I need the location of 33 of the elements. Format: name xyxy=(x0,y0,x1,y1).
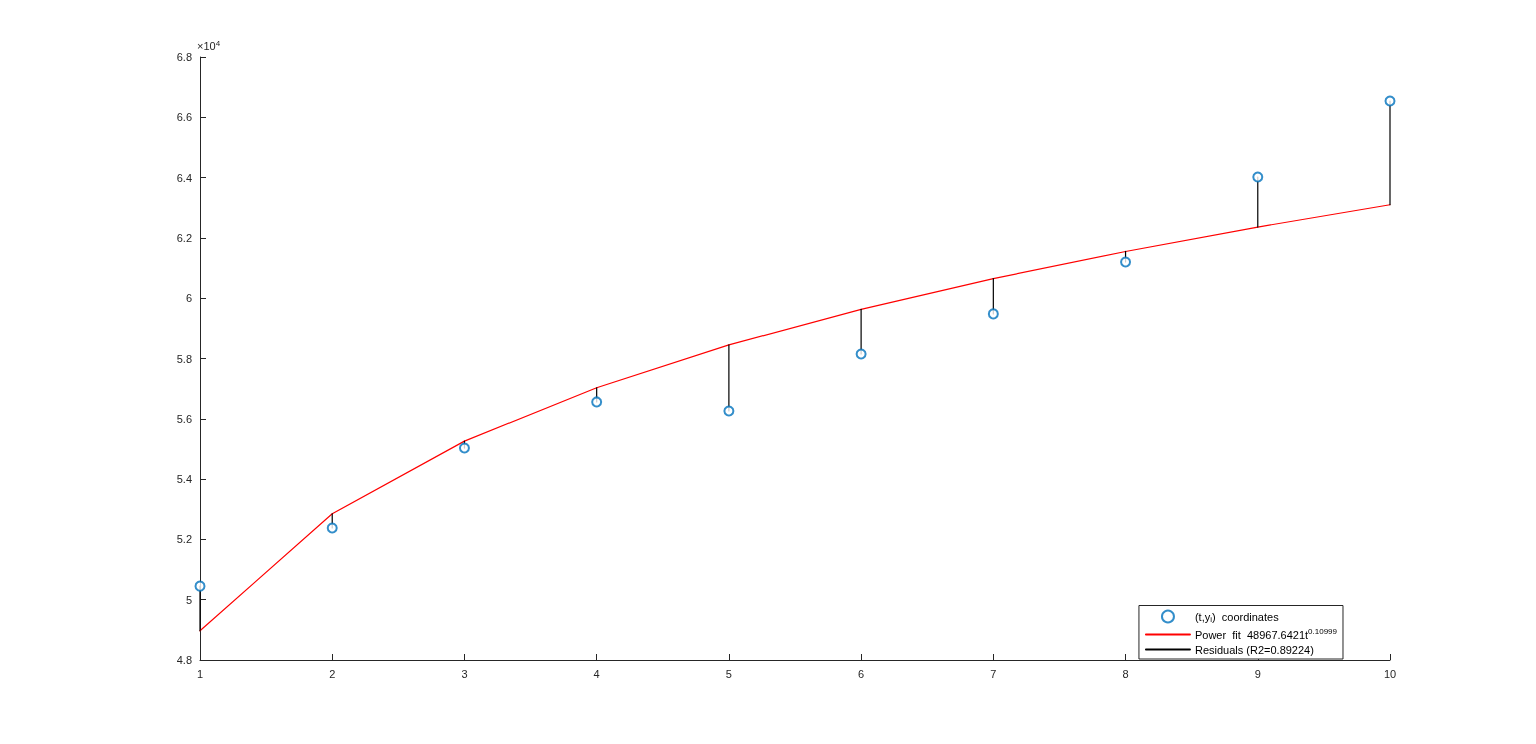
y-tick-label: 6 xyxy=(185,292,192,305)
x-tick-label: 8 xyxy=(1122,667,1129,680)
legend-label: Residuals (R2=0.89224) xyxy=(1194,643,1314,656)
point xyxy=(591,396,603,408)
point xyxy=(1120,256,1132,268)
point xyxy=(855,348,867,360)
point xyxy=(194,580,206,592)
point xyxy=(723,405,735,417)
x-tick-label: 9 xyxy=(1254,667,1261,680)
y-tick-label: 6.6 xyxy=(176,111,192,124)
x-tick-label: 3 xyxy=(461,667,468,680)
y-tick-label: 4.8 xyxy=(176,654,192,666)
y-tick-label: 5.2 xyxy=(176,533,192,546)
y-tick-label: 5.8 xyxy=(176,352,192,365)
y-tick-label: 5.4 xyxy=(176,473,192,486)
x-tick-label: 4 xyxy=(593,667,600,680)
y-tick-label: 6.4 xyxy=(176,171,192,184)
line-series xyxy=(199,204,1391,632)
point xyxy=(1252,171,1264,183)
x-tick-label: 7 xyxy=(990,667,997,680)
point xyxy=(987,308,999,320)
y-tick-label: 5.6 xyxy=(176,412,192,425)
x-tick-label: 5 xyxy=(725,667,732,680)
x-tick-label: 10 xyxy=(1383,667,1397,680)
y-tick-label: 6.8 xyxy=(176,51,192,63)
point xyxy=(1384,95,1396,107)
x-tick-label: 2 xyxy=(329,667,336,680)
y-tick-label: 6.2 xyxy=(176,231,192,244)
x-tick-label: 6 xyxy=(858,667,865,680)
point xyxy=(326,522,338,534)
y-tick-label: 5 xyxy=(185,593,192,606)
x-tick-label: 1 xyxy=(196,667,204,680)
point xyxy=(458,442,470,454)
